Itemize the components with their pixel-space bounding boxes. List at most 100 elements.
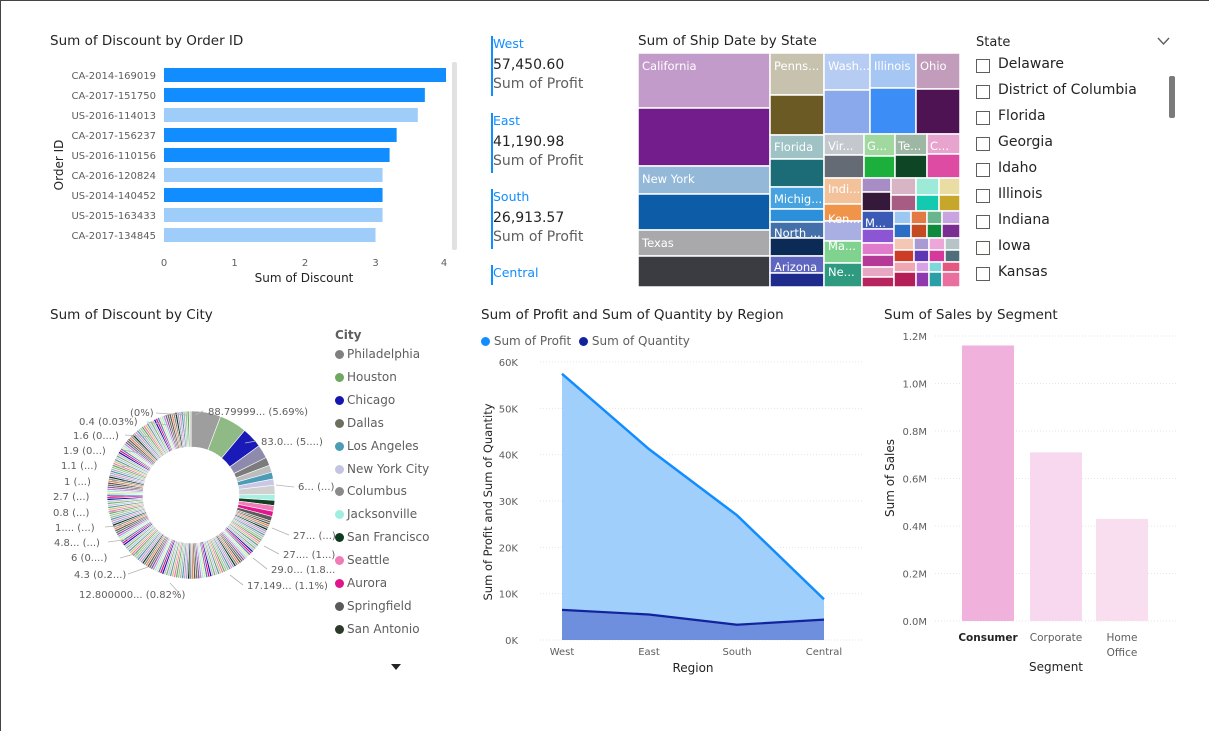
order-bar[interactable] [164,108,418,122]
treemap-tile[interactable] [890,177,917,196]
treemap-tile[interactable] [941,223,960,239]
treemap-tile[interactable] [893,249,915,263]
treemap-tile[interactable] [893,223,912,239]
treemap-tile[interactable] [926,153,960,179]
treemap-tile[interactable] [910,210,928,225]
treemap-tile[interactable] [941,210,960,225]
checkbox[interactable] [976,267,990,281]
treemap-tile[interactable] [823,89,871,135]
checkbox[interactable] [976,215,990,229]
treemap-tile[interactable] [861,177,892,193]
quantity-line[interactable] [561,608,825,626]
legend-item-city[interactable]: Seattle [335,553,389,567]
legend-item-city[interactable]: Jacksonville [335,507,417,521]
treemap-tile[interactable] [913,249,930,263]
legend-item-city[interactable]: San Antonio [335,622,420,636]
segment-bar[interactable] [962,345,1014,622]
treemap-tile[interactable] [928,261,943,273]
treemap-tile[interactable] [910,223,928,239]
legend-item-city[interactable]: New York City [335,462,429,476]
treemap-tile[interactable] [638,107,771,167]
segment-bar[interactable] [1096,518,1148,621]
treemap-tile[interactable] [861,242,895,256]
donut-slice[interactable] [188,410,192,448]
treemap-tile[interactable] [769,134,825,160]
treemap-tile[interactable] [893,271,917,287]
segment-bar[interactable] [1030,452,1082,621]
treemap-tile[interactable] [769,272,825,287]
treemap-tile[interactable] [944,249,960,263]
quantity-area[interactable] [562,609,824,640]
checkbox[interactable] [976,163,990,177]
treemap-tile[interactable] [915,271,930,287]
treemap-tile[interactable] [915,194,940,212]
checkbox[interactable] [976,241,990,255]
profit-area[interactable] [562,373,824,640]
treemap-tile[interactable] [769,237,825,257]
slicer-scrollbar[interactable] [1169,76,1175,118]
state-treemap[interactable]: California New York Texas Penns... Flori… [638,53,960,287]
treemap-tile[interactable] [944,237,960,251]
legend-item-city[interactable]: Philadelphia [335,347,420,361]
treemap-tile[interactable] [890,194,917,212]
treemap-tile[interactable] [769,158,825,188]
treemap-tile[interactable] [928,271,943,287]
legend-item-city[interactable]: Springfield [335,599,412,613]
treemap-tile[interactable] [893,210,912,225]
order-bar[interactable] [164,208,383,222]
treemap-tile[interactable] [861,266,895,278]
treemap-tile[interactable] [638,165,771,195]
order-bar[interactable] [164,128,397,142]
treemap-tile[interactable] [638,229,771,257]
treemap-tile[interactable] [823,154,865,179]
city-donut-chart[interactable]: 88.79999... (5.69%) 83.0... (5....) 6...… [40,395,335,605]
treemap-tile[interactable] [638,255,771,287]
checkbox[interactable] [976,59,990,73]
order-bar[interactable] [164,88,425,102]
treemap-tile[interactable] [938,177,960,196]
treemap-tile[interactable] [769,208,825,223]
treemap-tile[interactable] [926,210,943,225]
treemap-tile[interactable] [769,53,825,96]
treemap-tile[interactable] [915,177,940,196]
profit-quantity-area-chart[interactable]: 0K 10K 20K 30K 40K 50K 60K West East South Centra… [478,352,868,682]
treemap-tile[interactable] [638,193,771,231]
treemap-tile[interactable] [893,261,917,273]
checkbox[interactable] [976,85,990,99]
treemap-tile[interactable] [861,276,895,287]
legend-item-city[interactable]: Chicago [335,393,395,407]
legend-item-city[interactable]: Aurora [335,576,387,590]
treemap-tile[interactable] [861,228,895,244]
treemap-tile[interactable] [863,155,896,179]
treemap-tile[interactable] [769,94,825,136]
treemap-tile[interactable] [915,88,960,135]
treemap-tile[interactable] [823,262,863,287]
treemap-tile[interactable] [861,254,895,268]
profit-line[interactable] [561,372,825,601]
order-bar[interactable] [164,168,383,182]
treemap-tile[interactable] [894,154,928,179]
order-bar[interactable] [164,228,376,242]
treemap-tile[interactable] [926,223,943,239]
treemap-tile[interactable] [915,261,930,273]
legend-item-city[interactable]: San Francisco [335,530,429,544]
checkbox[interactable] [976,189,990,203]
order-bar[interactable] [164,68,446,82]
treemap-tile[interactable] [941,271,960,287]
legend-item-city[interactable]: Los Angeles [335,439,419,453]
order-chart-scrollbar[interactable] [452,62,457,250]
treemap-tile[interactable] [928,249,946,263]
order-bar[interactable] [164,188,383,202]
legend-item-city[interactable]: Houston [335,370,397,384]
treemap-tile[interactable] [893,237,915,251]
treemap-tile[interactable] [869,87,917,135]
legend-item-city[interactable]: Dallas [335,416,384,430]
legend-scroll-down-icon[interactable] [391,663,401,671]
treemap-tile[interactable] [928,237,946,251]
treemap-tile[interactable] [913,237,930,251]
treemap-tile[interactable] [861,191,892,212]
checkbox[interactable] [976,111,990,125]
order-bar[interactable] [164,148,390,162]
chevron-down-icon[interactable] [1157,37,1170,46]
sales-segment-bar-chart[interactable]: 0.0M 0.2M 0.4M 0.6M 0.8M 1.0M 1.2M Sum of Sale… [880,325,1180,685]
